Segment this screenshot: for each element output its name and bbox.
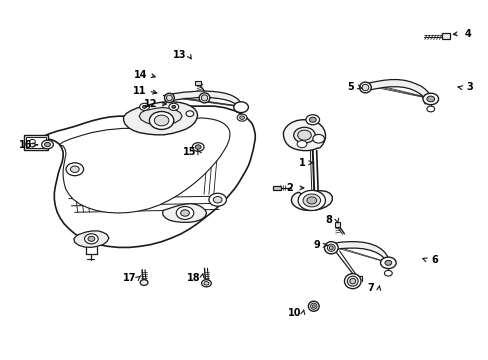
Circle shape bbox=[213, 197, 222, 203]
Ellipse shape bbox=[324, 242, 337, 254]
Polygon shape bbox=[328, 242, 387, 266]
Bar bbox=[26, 136, 45, 148]
Circle shape bbox=[298, 190, 325, 211]
Bar bbox=[194, 81, 200, 85]
Circle shape bbox=[192, 143, 203, 151]
Circle shape bbox=[297, 130, 311, 140]
Polygon shape bbox=[36, 106, 255, 247]
Circle shape bbox=[195, 145, 201, 149]
Circle shape bbox=[201, 280, 211, 287]
Text: 6: 6 bbox=[430, 255, 437, 265]
Ellipse shape bbox=[199, 93, 209, 103]
Circle shape bbox=[29, 143, 35, 147]
Circle shape bbox=[237, 114, 246, 121]
Text: 8: 8 bbox=[324, 215, 331, 225]
Circle shape bbox=[176, 207, 193, 220]
Circle shape bbox=[140, 280, 148, 285]
Ellipse shape bbox=[312, 305, 315, 308]
Circle shape bbox=[384, 270, 391, 276]
Text: 10: 10 bbox=[287, 309, 301, 318]
Polygon shape bbox=[365, 80, 430, 104]
Circle shape bbox=[154, 115, 168, 126]
Ellipse shape bbox=[166, 95, 172, 101]
Circle shape bbox=[297, 140, 306, 148]
Circle shape bbox=[149, 112, 173, 130]
Text: 7: 7 bbox=[366, 283, 373, 293]
Ellipse shape bbox=[346, 276, 357, 286]
Polygon shape bbox=[123, 102, 197, 135]
Bar bbox=[272, 186, 280, 190]
Text: 4: 4 bbox=[464, 29, 470, 39]
Text: 17: 17 bbox=[123, 273, 136, 283]
Polygon shape bbox=[291, 191, 331, 211]
Ellipse shape bbox=[361, 84, 368, 91]
Circle shape bbox=[66, 163, 83, 176]
Circle shape bbox=[312, 134, 324, 143]
Ellipse shape bbox=[329, 246, 332, 249]
Circle shape bbox=[422, 93, 438, 105]
Circle shape bbox=[44, 142, 50, 147]
Text: 15: 15 bbox=[183, 147, 196, 157]
Ellipse shape bbox=[164, 93, 174, 103]
Circle shape bbox=[384, 260, 391, 265]
Circle shape bbox=[233, 102, 248, 113]
Ellipse shape bbox=[201, 95, 207, 101]
Circle shape bbox=[29, 139, 35, 144]
Text: 13: 13 bbox=[173, 50, 186, 60]
Circle shape bbox=[142, 105, 146, 108]
Polygon shape bbox=[162, 204, 206, 222]
Circle shape bbox=[203, 282, 208, 285]
Polygon shape bbox=[74, 231, 109, 247]
Text: 12: 12 bbox=[144, 99, 157, 109]
Circle shape bbox=[293, 127, 315, 143]
Text: 5: 5 bbox=[346, 82, 353, 93]
Circle shape bbox=[140, 103, 149, 111]
Circle shape bbox=[168, 103, 178, 111]
Circle shape bbox=[70, 166, 79, 172]
Circle shape bbox=[41, 140, 53, 149]
Polygon shape bbox=[283, 120, 325, 150]
Text: 1: 1 bbox=[298, 158, 305, 168]
Circle shape bbox=[426, 96, 434, 102]
Ellipse shape bbox=[359, 82, 370, 93]
Text: 9: 9 bbox=[313, 240, 319, 250]
Text: 3: 3 bbox=[466, 82, 472, 93]
Ellipse shape bbox=[344, 274, 360, 289]
Circle shape bbox=[303, 194, 320, 207]
Text: 18: 18 bbox=[186, 273, 200, 283]
Ellipse shape bbox=[310, 303, 316, 309]
Ellipse shape bbox=[349, 278, 355, 284]
Text: 2: 2 bbox=[285, 183, 292, 193]
Text: 16: 16 bbox=[19, 140, 33, 150]
Circle shape bbox=[306, 197, 316, 204]
Ellipse shape bbox=[308, 301, 319, 311]
Circle shape bbox=[185, 111, 193, 117]
Circle shape bbox=[380, 257, 395, 269]
Bar bbox=[334, 222, 339, 226]
Circle shape bbox=[426, 106, 434, 112]
Text: 11: 11 bbox=[133, 86, 146, 96]
Bar bbox=[24, 135, 47, 149]
Circle shape bbox=[309, 117, 316, 122]
Circle shape bbox=[305, 115, 319, 125]
Polygon shape bbox=[165, 91, 241, 111]
Circle shape bbox=[84, 234, 98, 244]
Polygon shape bbox=[139, 108, 182, 126]
Circle shape bbox=[180, 210, 189, 216]
Polygon shape bbox=[59, 118, 229, 213]
Circle shape bbox=[88, 236, 95, 241]
Text: 14: 14 bbox=[134, 70, 147, 80]
Circle shape bbox=[208, 193, 226, 206]
Ellipse shape bbox=[327, 244, 334, 251]
Circle shape bbox=[239, 116, 244, 120]
Circle shape bbox=[171, 105, 175, 108]
Bar bbox=[442, 33, 449, 40]
